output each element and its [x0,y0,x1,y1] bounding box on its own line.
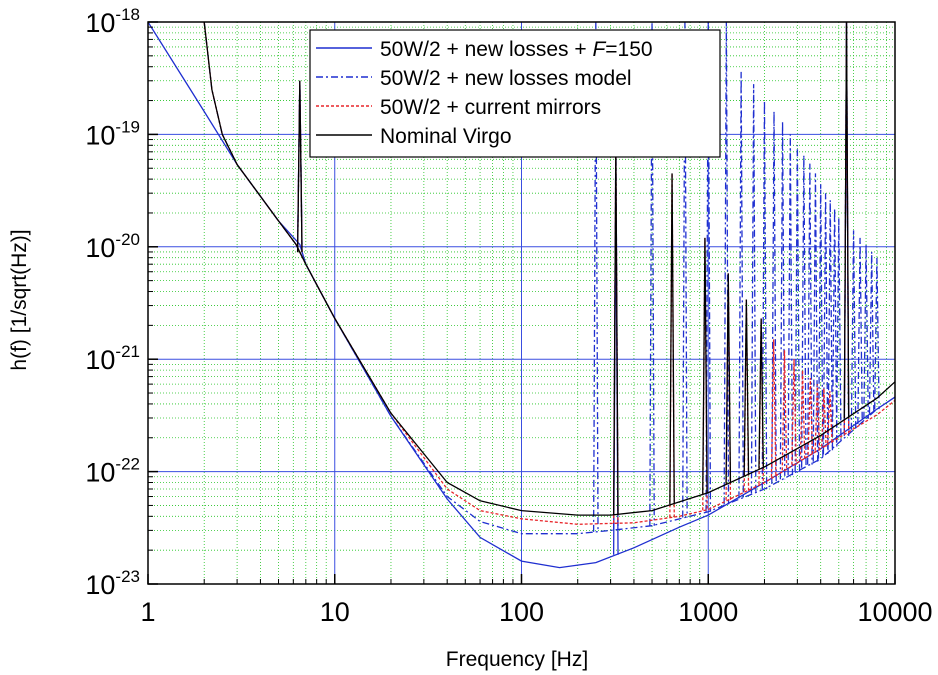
series-peak-2 [812,173,819,462]
series-peak-2 [649,22,655,526]
series-peak-3 [821,388,827,447]
series-peak-2 [787,134,794,476]
x-tick-label: 1 [140,597,155,627]
series-peak-4 [758,318,765,469]
series-peak-3 [807,377,814,455]
series-peak-2 [831,208,838,447]
series-peak-2 [750,84,757,494]
series-peak-4 [702,237,708,494]
series-peak-2 [857,237,863,425]
y-tick-label: 10-18 [85,5,140,38]
series-peak-2 [682,22,688,518]
series-peak-2 [868,251,875,414]
y-axis-title: h(f) [1/sqrt(Hz)] [8,229,31,370]
series-peak-3 [770,339,777,478]
y-tick-label: 10-19 [85,117,140,150]
series-peak-2 [827,200,834,451]
series-line-2 [203,22,878,535]
series-peak-2 [863,244,869,419]
series-peak-2 [850,230,857,430]
series-peak-2 [822,193,829,455]
series-peak-2 [738,71,744,499]
y-tick-label: 10-20 [85,230,140,263]
legend: 50W/2 + new losses + F=150 50W/2 + new lo… [309,29,721,158]
x-tick-label: 10000 [857,597,932,627]
series-peak-3 [827,391,833,444]
x-tick-label: 10 [320,597,350,627]
legend-label-2: 50W/2 + new losses model [380,67,632,90]
series-peak-2 [874,257,880,410]
series-peak-2 [800,155,807,468]
series-peak-2 [807,163,813,465]
series-peak-4 [296,80,303,253]
series-peak-3 [814,384,821,451]
y-tick-label: 10-22 [85,455,140,488]
series-peak-2 [761,100,768,490]
y-tick-label: 10-21 [85,342,140,375]
x-tick-label: 100 [499,597,544,627]
series-peak-3 [781,350,788,471]
series-peak-2 [817,184,824,459]
x-tick-labels: 1 10 100 1000 10000 [140,597,932,627]
series-peak-2 [705,22,712,512]
series-peak-4 [725,273,732,484]
legend-label-1: 50W/2 + new losses + F=150 [380,38,653,61]
axis-ticks [147,21,896,585]
series-line-3 [203,22,895,525]
x-tick-label: 1000 [678,597,738,627]
series-peak-2 [592,22,599,532]
y-tick-labels: 10-23 10-22 10-21 10-20 10-19 10-18 [85,5,140,600]
series-peak-4 [843,22,850,419]
legend-box [309,29,721,158]
series-peak-4 [669,173,675,505]
series-peak-3 [791,359,797,465]
legend-label-3: 50W/2 + current mirrors [380,96,601,119]
series-layer [148,22,895,569]
legend-label-4: Nominal Virgo [380,125,512,148]
series-peak-2 [794,145,801,472]
x-axis-title: Frequency [Hz] [446,648,588,671]
y-tick-label: 10-23 [85,567,140,600]
series-line-4 [203,22,895,516]
series-peak-2 [723,22,730,505]
series-peak-2 [771,111,777,484]
series-peak-4 [743,299,750,476]
